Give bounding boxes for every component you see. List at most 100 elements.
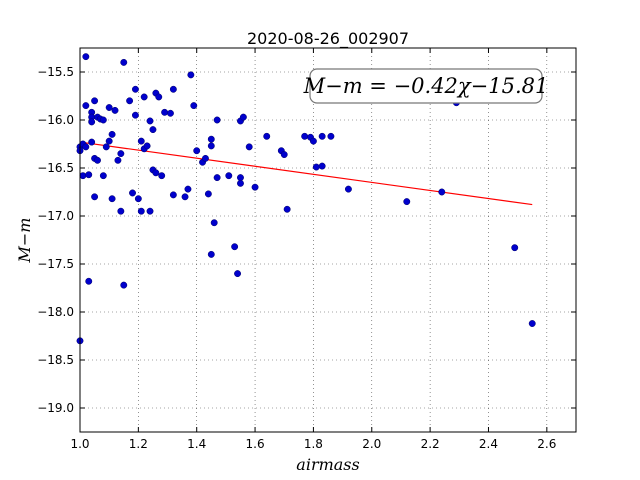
data-point — [134, 195, 142, 203]
data-point — [213, 116, 221, 124]
data-point — [91, 97, 99, 105]
data-point — [207, 250, 215, 258]
data-point — [85, 277, 93, 285]
data-point — [239, 113, 247, 121]
x-tick-label: 1.8 — [304, 437, 323, 451]
data-point — [94, 156, 101, 164]
data-point — [105, 137, 113, 145]
annotation-box: M−m = −0.42χ−15.81 — [303, 68, 549, 104]
data-point — [99, 172, 107, 180]
data-point — [146, 207, 154, 215]
y-tick-label: −18.0 — [37, 305, 74, 319]
data-point — [403, 198, 411, 206]
data-point — [318, 162, 326, 170]
y-tick-label: −17.0 — [37, 209, 74, 223]
data-point — [137, 137, 145, 145]
data-point — [152, 169, 160, 177]
y-tick-label: −15.5 — [37, 65, 74, 79]
data-point — [344, 185, 352, 193]
y-tick-label: −18.5 — [37, 353, 74, 367]
data-point — [169, 85, 177, 93]
data-point — [301, 132, 309, 140]
data-point — [126, 97, 134, 105]
x-tick-label: 1.6 — [246, 437, 265, 451]
data-point — [327, 132, 335, 140]
data-point — [129, 189, 136, 197]
data-points — [76, 53, 536, 345]
axis-ticks: 1.0 1.2 1.4 1.6 1.8 2.0 2.2 2.4 2.6 −15.5 −16.0 −16… — [37, 48, 576, 451]
x-tick-label: 2.2 — [421, 437, 440, 451]
data-point — [204, 190, 212, 198]
data-point — [263, 132, 271, 140]
data-point — [102, 143, 110, 151]
data-point — [184, 185, 192, 193]
data-point — [202, 154, 209, 162]
x-tick-label: 1.0 — [70, 437, 89, 451]
x-axis-label: airmass — [296, 455, 359, 474]
data-point — [120, 58, 128, 66]
x-tick-label: 2.0 — [362, 437, 381, 451]
grid — [79, 48, 576, 432]
data-point — [82, 102, 90, 110]
data-point — [143, 142, 151, 150]
data-point — [82, 143, 90, 151]
fit-equation: M−m = −0.42χ−15.81 — [303, 74, 549, 98]
y-tick-label: −19.0 — [37, 401, 74, 415]
data-point — [187, 71, 195, 79]
data-point — [149, 126, 157, 134]
data-point — [190, 102, 198, 110]
data-point — [114, 156, 122, 164]
data-point — [88, 118, 96, 126]
data-point — [207, 135, 215, 143]
plot-frame — [79, 47, 577, 433]
data-point — [528, 320, 536, 327]
annotation-frame — [309, 68, 543, 104]
data-point — [251, 183, 259, 191]
data-point — [105, 104, 113, 111]
data-point — [181, 193, 189, 201]
data-point — [88, 138, 96, 146]
data-point — [237, 174, 244, 182]
data-point — [245, 143, 253, 151]
data-point — [312, 163, 320, 171]
data-point — [283, 205, 291, 213]
data-point — [213, 174, 221, 182]
data-point — [99, 116, 107, 124]
data-point — [166, 109, 174, 117]
data-point — [108, 130, 116, 138]
data-point — [280, 151, 288, 159]
x-tick-label: 1.2 — [129, 437, 148, 451]
data-point — [234, 270, 242, 278]
data-point — [79, 172, 87, 180]
chart-title: 2020-08-26_002907 — [247, 29, 409, 49]
y-tick-label: −16.0 — [37, 113, 74, 127]
y-axis-label: M−m — [15, 218, 34, 264]
x-tick-label: 2.4 — [479, 437, 498, 451]
data-point — [207, 142, 215, 150]
data-point — [111, 106, 119, 114]
y-tick-label: −17.5 — [37, 257, 74, 271]
data-point — [309, 137, 317, 145]
data-point — [131, 85, 139, 93]
data-point — [438, 188, 446, 196]
x-tick-label: 1.4 — [187, 437, 206, 451]
data-point — [161, 108, 169, 116]
data-point — [225, 172, 233, 180]
data-point — [155, 93, 163, 101]
fit-line-group — [79, 141, 533, 206]
data-point — [210, 219, 218, 227]
x-tick-label: 2.6 — [537, 437, 556, 451]
fit-line — [79, 141, 533, 206]
data-point — [91, 193, 99, 201]
data-point — [117, 150, 125, 158]
data-point — [120, 281, 128, 289]
data-point — [318, 132, 326, 140]
y-tick-label: −16.5 — [37, 161, 74, 175]
data-point — [82, 53, 90, 61]
data-point — [237, 179, 244, 187]
data-point — [231, 243, 239, 251]
data-point — [108, 195, 116, 203]
data-point — [131, 111, 139, 119]
data-point — [146, 117, 154, 125]
